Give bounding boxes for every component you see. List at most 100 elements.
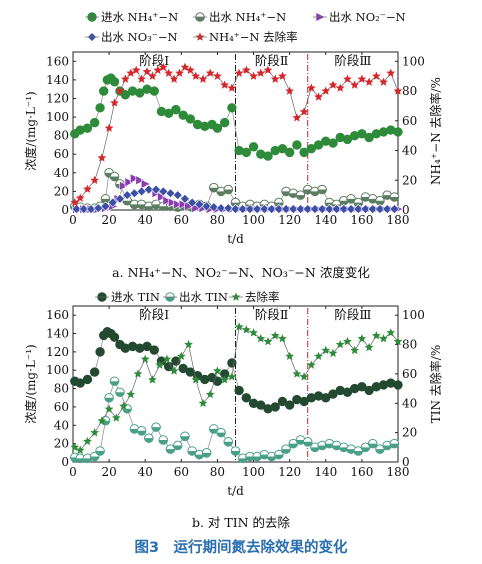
data-point: [256, 68, 266, 77]
data-point: [223, 437, 234, 447]
x-tick-label: 120: [278, 465, 301, 479]
y-tick-label: 40: [54, 166, 69, 180]
data-point: [273, 204, 284, 214]
series-halfcircle: [70, 376, 400, 464]
data-point: [256, 400, 266, 410]
data-point: [364, 385, 374, 396]
data-point: [328, 348, 338, 358]
x-tick-label: 40: [138, 213, 153, 227]
y-tick-label: 160: [46, 54, 69, 68]
data-point: [227, 83, 237, 92]
data-point: [350, 345, 360, 355]
data-point: [234, 322, 244, 331]
data-point: [335, 339, 345, 349]
data-point: [259, 449, 270, 460]
data-point: [375, 195, 385, 206]
x-axis-label: t/d: [227, 232, 244, 246]
data-point: [357, 382, 367, 392]
data-point: [89, 367, 100, 377]
x-tick-label: 60: [174, 465, 189, 479]
phase-label: 阶段Ⅱ: [255, 53, 289, 68]
data-point: [295, 190, 306, 200]
data-point: [386, 68, 396, 77]
data-point: [172, 190, 183, 201]
data-point: [75, 445, 85, 454]
series-diamond: [71, 184, 400, 214]
data-point: [393, 86, 403, 95]
chart-panel-a: 0 20 40 60 80 100 120 140 160 1800204060801001201…: [23, 10, 443, 280]
legend-marker: [231, 292, 241, 301]
data-point: [187, 197, 198, 208]
data-point: [343, 74, 352, 83]
data-point: [234, 385, 244, 396]
data-point: [360, 192, 371, 202]
legend-label: 出水 TIN: [179, 290, 228, 304]
plot-frame: [72, 305, 399, 463]
data-point: [263, 337, 273, 346]
data-point: [129, 188, 140, 199]
data-point: [169, 74, 179, 83]
data-point: [270, 402, 280, 412]
data-point: [299, 372, 309, 381]
x-tick-label: 80: [210, 213, 225, 227]
x-tick-label: 180: [387, 213, 410, 227]
data-point: [281, 444, 291, 454]
x-tick-label: 180: [387, 465, 410, 479]
data-point: [328, 389, 338, 399]
data-point: [129, 199, 140, 210]
data-point: [389, 192, 400, 202]
legend-label: 出水 NO₃⁻−N: [101, 30, 178, 44]
series-circle: [70, 326, 403, 414]
data-point: [364, 342, 374, 352]
y-tick-label: 140: [46, 327, 69, 341]
data-point: [237, 204, 248, 214]
data-point: [263, 65, 273, 74]
x-tick-label: 20: [101, 213, 116, 227]
y2-tick-label: 20: [402, 173, 417, 187]
data-point: [252, 204, 263, 214]
data-point: [288, 438, 299, 449]
data-point: [342, 387, 353, 397]
data-point: [335, 83, 345, 92]
legend-label: 进水 NH₄⁺−N: [101, 10, 178, 24]
data-point: [209, 424, 219, 434]
data-point: [393, 380, 403, 390]
data-point: [158, 435, 169, 445]
data-point: [249, 328, 258, 337]
data-point: [364, 77, 374, 86]
data-point: [119, 401, 128, 410]
series-star: [70, 322, 403, 454]
data-point: [331, 440, 342, 451]
y-tick-label: 80: [54, 129, 69, 143]
data-point: [367, 204, 378, 214]
data-point: [256, 334, 266, 343]
data-point: [321, 393, 331, 403]
data-point: [158, 62, 168, 71]
data-point: [194, 199, 205, 210]
data-point: [126, 389, 136, 399]
data-point: [104, 392, 114, 403]
data-point: [151, 184, 161, 195]
x-tick-label: 120: [278, 213, 301, 227]
phase-label: 阶段Ⅰ: [139, 307, 169, 322]
data-point: [130, 173, 141, 184]
data-point: [317, 184, 327, 195]
data-point: [389, 204, 400, 214]
y-axis-label: 浓度/(mg·L⁻¹): [23, 91, 38, 170]
data-point: [306, 83, 316, 92]
data-point: [302, 437, 313, 447]
y2-tick-label: 0: [402, 455, 410, 469]
data-point: [339, 442, 349, 453]
data-point: [149, 345, 159, 355]
data-point: [357, 74, 367, 83]
data-point: [83, 436, 92, 446]
data-point: [140, 354, 150, 363]
data-point: [109, 376, 120, 387]
data-point: [131, 65, 141, 74]
data-point: [142, 341, 152, 352]
x-tick-label: 40: [138, 465, 153, 479]
data-point: [144, 201, 154, 212]
data-point: [185, 65, 195, 74]
y-tick-label: 40: [54, 418, 69, 432]
data-point: [241, 65, 251, 74]
